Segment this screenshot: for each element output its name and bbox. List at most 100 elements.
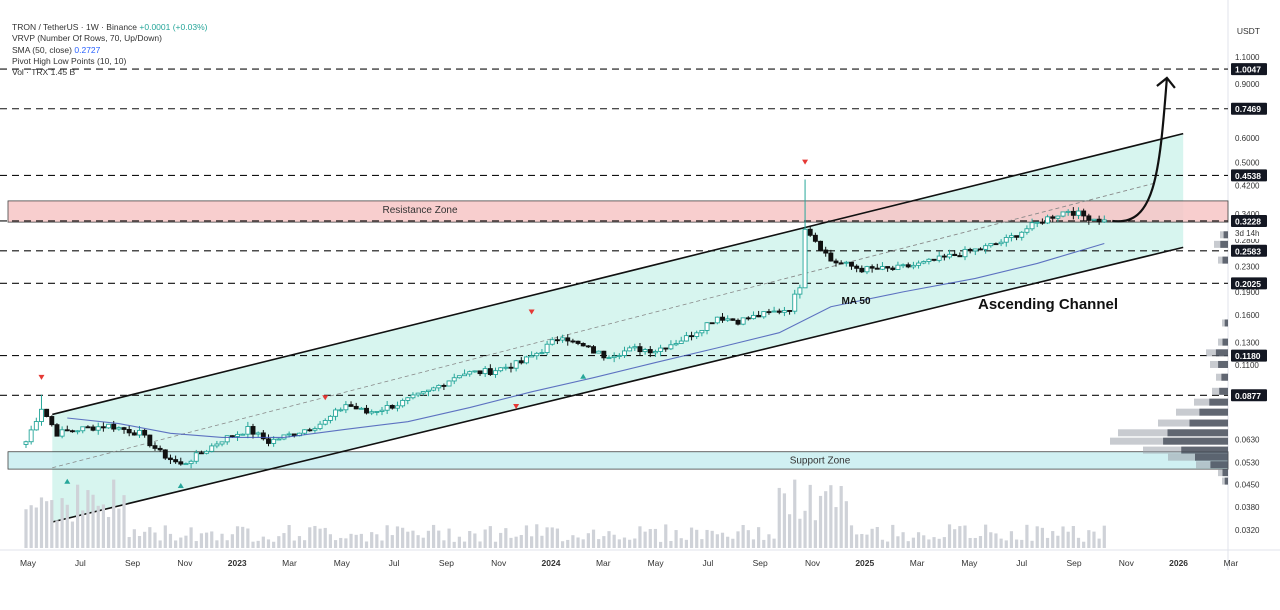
candle-up: [106, 423, 111, 429]
legend-symbol-row[interactable]: TRON / TetherUS · 1W · Binance +0.0001 (…: [12, 22, 207, 33]
candle-up: [322, 420, 328, 425]
volume-bar: [767, 534, 771, 548]
projection-arrowhead: [1156, 76, 1176, 89]
volume-profile-bar-down: [1222, 469, 1228, 477]
volume-bar: [189, 527, 193, 548]
candle-up: [204, 450, 210, 454]
candle-down: [54, 424, 60, 437]
volume-bar: [999, 538, 1003, 548]
price-label-text: 0.3228: [1235, 216, 1261, 226]
volume-bar: [359, 533, 363, 548]
candle-down: [869, 266, 875, 269]
candle-up: [384, 405, 390, 411]
candle-down: [260, 432, 266, 440]
candle-up: [369, 411, 375, 414]
axis-currency[interactable]: USDT: [1236, 26, 1260, 36]
volume-bar: [509, 537, 513, 548]
candle-down: [647, 349, 653, 354]
candle-up: [451, 377, 457, 382]
candle-up: [1055, 215, 1061, 219]
volume-bar: [86, 490, 90, 548]
volume-bar: [1092, 531, 1096, 548]
candle-down: [64, 429, 70, 432]
candle-up: [678, 340, 684, 344]
volume-bar: [416, 535, 420, 548]
volume-bar: [571, 535, 575, 548]
volume-bar: [251, 541, 255, 548]
x-tick-label: May: [334, 558, 351, 568]
candle-down: [477, 370, 483, 375]
candle-down: [874, 267, 880, 270]
candle-up: [436, 384, 442, 389]
candle-up: [596, 350, 602, 354]
volume-bar: [318, 528, 322, 548]
volume-bar: [313, 525, 317, 548]
ascending-channel-fill: [52, 133, 1184, 523]
candle-up: [39, 408, 44, 422]
candle-down: [720, 316, 725, 321]
y-tick-label: 0.1100: [1235, 361, 1259, 370]
volume-bar: [468, 531, 472, 548]
channel-mid-line: [52, 182, 1158, 469]
volume-bar: [911, 537, 916, 548]
volume-bar: [143, 531, 147, 548]
candle-down: [152, 445, 158, 449]
support-zone-label: Support Zone: [790, 456, 851, 467]
candle-down: [131, 432, 137, 436]
candle-down: [565, 337, 571, 342]
pivot-low-marker: [580, 373, 587, 379]
candle-up: [405, 397, 411, 401]
candle-up: [137, 429, 142, 436]
candle-down: [1039, 221, 1045, 224]
candle-up: [59, 429, 65, 437]
volume-bar: [81, 510, 85, 548]
volume-bar: [39, 497, 44, 548]
candle-down: [353, 405, 359, 410]
volume-profile-bar-down: [1163, 437, 1228, 445]
resistance-zone: [7, 200, 1229, 223]
candle-up: [704, 322, 710, 331]
candle-up: [425, 389, 431, 392]
price-label-box: [1231, 244, 1267, 257]
legend-pivot[interactable]: Pivot High Low Points (10, 10): [12, 55, 127, 66]
candle-down: [931, 258, 937, 261]
candle-down: [828, 252, 834, 262]
countdown-label: 3d 14h: [1235, 229, 1259, 238]
volume-bar: [349, 533, 353, 548]
candle-down: [147, 434, 153, 447]
legend-sma-row[interactable]: SMA (50, close) 0.2727: [12, 45, 207, 56]
candle-up: [410, 394, 416, 399]
volume-bar: [906, 541, 910, 548]
volume-profile-bar-down: [1199, 408, 1228, 416]
candle-down: [823, 249, 829, 254]
volume-bar: [204, 532, 209, 548]
candle-up: [534, 352, 540, 357]
candle-down: [570, 340, 576, 343]
volume-profile-bar-down: [1189, 419, 1228, 427]
candle-up: [302, 429, 308, 434]
candle-up: [725, 318, 731, 321]
candle-up: [193, 452, 199, 462]
legend-vrvp[interactable]: VRVP (Number Of Rows, 70, Up/Down): [12, 33, 162, 44]
legend-volume[interactable]: Vol · TRX 1.45 B: [12, 67, 76, 78]
channel-upper-line: [52, 132, 1184, 416]
candle-up: [1045, 216, 1050, 224]
volume-bar: [751, 539, 756, 548]
x-tick-label: Jul: [75, 558, 86, 568]
resistance-zone-label: Resistance Zone: [382, 205, 457, 216]
x-tick-label: Mar: [282, 558, 297, 568]
candle-up: [962, 248, 968, 258]
candle-up: [374, 411, 380, 413]
candle-up: [792, 293, 798, 312]
candle-down: [1014, 235, 1020, 238]
candle-up: [714, 316, 720, 324]
price-label-text: 0.4538: [1235, 171, 1261, 181]
candle-down: [168, 457, 173, 461]
volume-bar: [457, 536, 461, 548]
y-tick-label: 0.0530: [1235, 459, 1260, 468]
candle-up: [1029, 222, 1035, 230]
x-tick-label: Mar: [596, 558, 611, 568]
volume-bar: [168, 533, 173, 548]
candle-up: [219, 441, 225, 445]
